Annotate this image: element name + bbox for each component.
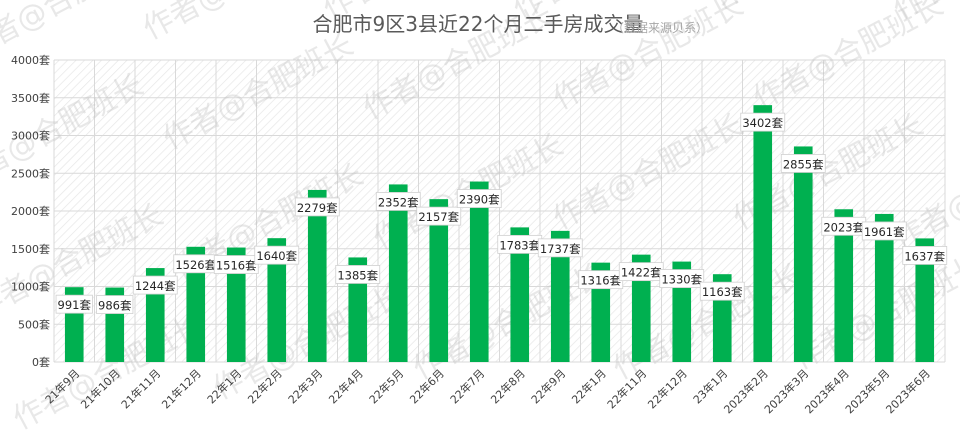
data-label: 2352套 xyxy=(378,195,419,209)
bar xyxy=(834,209,854,362)
bar xyxy=(469,181,489,362)
data-label: 2023套 xyxy=(823,220,864,234)
bar xyxy=(267,238,287,362)
bar xyxy=(874,213,894,362)
data-label-box xyxy=(335,265,381,284)
watermark-text: 作者@合肥班长 xyxy=(137,0,339,47)
y-tick-label: 2000套 xyxy=(11,205,50,218)
data-label: 986套 xyxy=(98,299,132,313)
x-tick-label: 22年12月 xyxy=(645,366,690,411)
data-label: 1163套 xyxy=(702,285,743,299)
data-label-box xyxy=(780,154,826,173)
x-tick-label: 22年9月 xyxy=(528,366,568,406)
data-label-box xyxy=(254,245,300,265)
bar xyxy=(307,189,327,362)
bar xyxy=(793,146,813,362)
data-label: 991套 xyxy=(58,298,92,312)
x-tick-label: 22年7月 xyxy=(447,366,487,406)
data-label: 1330套 xyxy=(661,273,702,287)
bar xyxy=(550,230,570,362)
data-label: 2279套 xyxy=(297,201,338,215)
y-tick-label: 1500套 xyxy=(11,243,50,256)
bar xyxy=(753,105,773,363)
x-tick-label: 22年1月 xyxy=(569,366,609,406)
data-label: 1526套 xyxy=(175,258,216,272)
data-label: 1737套 xyxy=(540,242,581,256)
bar xyxy=(429,199,449,362)
x-tick-label: 21年12月 xyxy=(159,366,204,411)
y-tick-label: 4000套 xyxy=(11,54,50,67)
data-label: 1516套 xyxy=(216,259,257,273)
y-tick-label: 2500套 xyxy=(11,167,50,180)
data-label-box xyxy=(416,206,462,226)
bar xyxy=(631,254,651,362)
data-label: 1385套 xyxy=(337,268,378,282)
data-label-box xyxy=(294,197,340,217)
data-label-box xyxy=(55,294,93,314)
x-tick-label: 23年1月 xyxy=(690,366,730,406)
bar xyxy=(388,184,408,362)
data-label-box xyxy=(456,189,502,208)
y-tick-label: 3500套 xyxy=(11,92,50,105)
data-label: 1783套 xyxy=(499,238,540,252)
x-tick-label: 22年4月 xyxy=(326,366,366,406)
bar xyxy=(186,246,206,362)
data-label-box xyxy=(902,246,948,265)
y-tick-label: 0套 xyxy=(32,356,50,369)
data-label-box xyxy=(132,275,178,295)
data-label: 2390套 xyxy=(459,193,500,207)
x-tick-label: 22年3月 xyxy=(285,366,325,406)
y-tick-label: 500套 xyxy=(18,318,50,331)
y-tick-label: 1000套 xyxy=(11,281,50,294)
data-label: 1422套 xyxy=(621,266,662,280)
data-label-box xyxy=(740,112,786,132)
bar xyxy=(915,238,935,362)
data-label: 2855套 xyxy=(783,157,824,171)
data-label-box xyxy=(96,295,134,314)
data-label: 1961套 xyxy=(864,225,905,239)
data-label: 1637套 xyxy=(904,249,945,263)
data-label: 3402套 xyxy=(742,116,783,130)
y-tick-label: 3000套 xyxy=(11,130,50,143)
bar xyxy=(510,227,530,362)
x-tick-label: 22年8月 xyxy=(488,366,528,406)
chart-title: 合肥市9区3县近22个月二手房成交量 xyxy=(313,12,644,36)
x-tick-label: 22年5月 xyxy=(366,366,406,406)
bar xyxy=(226,247,246,362)
x-tick-label: 2023年6月 xyxy=(883,366,933,416)
data-label-box xyxy=(659,269,705,288)
data-label: 2157套 xyxy=(418,210,459,224)
data-label-box xyxy=(699,281,745,301)
bars xyxy=(64,105,935,363)
data-label-box xyxy=(861,221,907,241)
data-label-box xyxy=(537,238,583,258)
data-label-box xyxy=(375,192,421,211)
data-label: 1640套 xyxy=(256,249,297,263)
data-label: 1244套 xyxy=(135,279,176,293)
data-label: 1316套 xyxy=(580,274,621,288)
chart-subtitle: （数据来源贝系） xyxy=(612,20,708,35)
y-axis-ticks: 0套 500套 1000套 1500套 2000套 2500套 3000套 3500套 4000… xyxy=(11,54,50,369)
